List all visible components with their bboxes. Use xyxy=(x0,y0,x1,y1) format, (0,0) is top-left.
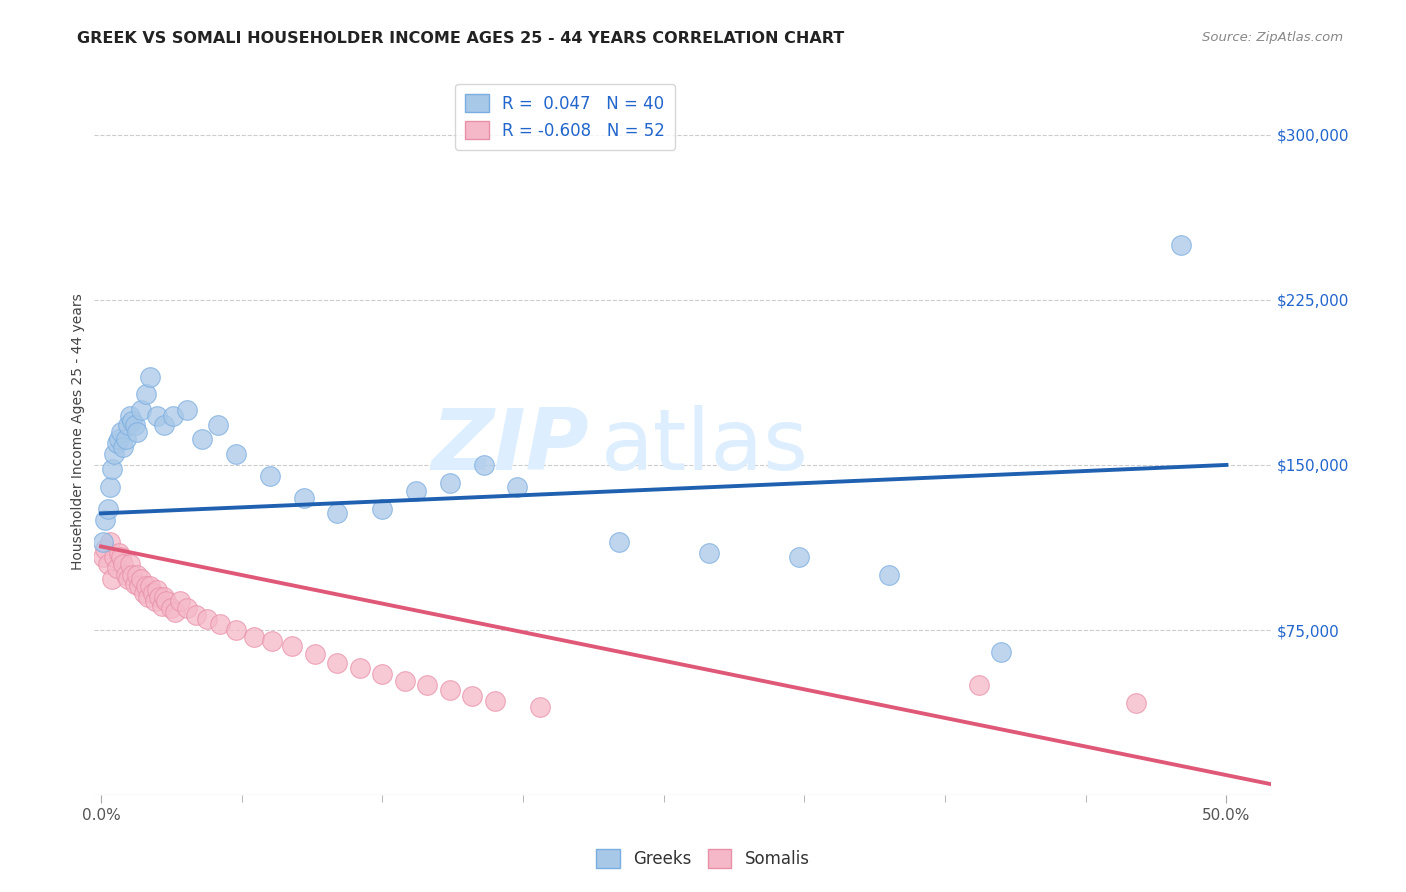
Point xyxy=(191,432,214,446)
Point xyxy=(125,425,148,439)
Point xyxy=(103,447,125,461)
Point xyxy=(304,648,326,662)
Point xyxy=(97,502,120,516)
Point xyxy=(105,561,128,575)
Point xyxy=(117,418,139,433)
Legend: R =  0.047   N = 40, R = -0.608   N = 52: R = 0.047 N = 40, R = -0.608 N = 52 xyxy=(456,84,675,150)
Point xyxy=(146,409,169,424)
Point xyxy=(91,535,114,549)
Point xyxy=(967,678,990,692)
Point xyxy=(1170,237,1192,252)
Point xyxy=(292,491,315,505)
Point xyxy=(225,623,247,637)
Point xyxy=(416,678,439,692)
Point xyxy=(110,425,132,439)
Point xyxy=(142,585,165,599)
Point xyxy=(195,612,218,626)
Point xyxy=(484,693,506,707)
Point xyxy=(371,667,394,681)
Point xyxy=(153,590,176,604)
Point xyxy=(108,546,131,560)
Text: Source: ZipAtlas.com: Source: ZipAtlas.com xyxy=(1202,31,1343,45)
Point xyxy=(124,418,146,433)
Point xyxy=(148,590,170,604)
Point xyxy=(91,550,114,565)
Point xyxy=(124,577,146,591)
Point xyxy=(461,689,484,703)
Point xyxy=(101,462,124,476)
Point xyxy=(98,480,121,494)
Point xyxy=(207,418,229,433)
Point xyxy=(150,599,173,613)
Point xyxy=(281,639,304,653)
Text: atlas: atlas xyxy=(600,405,808,488)
Point xyxy=(135,579,157,593)
Point xyxy=(326,656,349,670)
Point xyxy=(105,436,128,450)
Point xyxy=(243,630,266,644)
Point xyxy=(139,369,162,384)
Point xyxy=(439,475,461,490)
Point xyxy=(529,700,551,714)
Point xyxy=(225,447,247,461)
Y-axis label: Householder Income Ages 25 - 44 years: Householder Income Ages 25 - 44 years xyxy=(72,293,86,570)
Point xyxy=(697,546,720,560)
Point xyxy=(108,432,131,446)
Point xyxy=(260,634,283,648)
Point xyxy=(121,414,143,428)
Point xyxy=(120,557,142,571)
Text: GREEK VS SOMALI HOUSEHOLDER INCOME AGES 25 - 44 YEARS CORRELATION CHART: GREEK VS SOMALI HOUSEHOLDER INCOME AGES … xyxy=(77,31,845,46)
Point xyxy=(1125,696,1147,710)
Point xyxy=(165,606,187,620)
Point xyxy=(136,590,159,604)
Point xyxy=(98,535,121,549)
Point xyxy=(259,469,281,483)
Point xyxy=(131,403,153,417)
Point xyxy=(394,673,416,688)
Point xyxy=(112,557,135,571)
Point xyxy=(114,568,136,582)
Point xyxy=(101,573,124,587)
Point xyxy=(472,458,495,472)
Point xyxy=(112,440,135,454)
Point xyxy=(103,550,125,565)
Point xyxy=(97,557,120,571)
Point xyxy=(877,568,900,582)
Point xyxy=(176,403,198,417)
Point xyxy=(114,432,136,446)
Point xyxy=(184,607,207,622)
Point xyxy=(326,507,349,521)
Point xyxy=(94,541,117,556)
Point xyxy=(349,660,371,674)
Point xyxy=(155,594,177,608)
Point xyxy=(139,579,162,593)
Text: ZIP: ZIP xyxy=(432,405,589,488)
Point xyxy=(153,418,176,433)
Point xyxy=(143,594,166,608)
Point xyxy=(439,682,461,697)
Point xyxy=(135,387,157,401)
Point xyxy=(162,409,184,424)
Point xyxy=(121,568,143,582)
Point xyxy=(371,502,394,516)
Point xyxy=(506,480,529,494)
Point xyxy=(110,550,132,565)
Point xyxy=(117,573,139,587)
Point xyxy=(94,513,117,527)
Point xyxy=(169,594,191,608)
Point xyxy=(146,583,169,598)
Point xyxy=(607,535,630,549)
Point xyxy=(120,409,142,424)
Point xyxy=(405,484,427,499)
Point xyxy=(209,616,232,631)
Point xyxy=(125,568,148,582)
Point xyxy=(132,585,155,599)
Point xyxy=(990,645,1012,659)
Point xyxy=(176,601,198,615)
Point xyxy=(787,550,810,565)
Point xyxy=(128,579,150,593)
Legend: Greeks, Somalis: Greeks, Somalis xyxy=(589,843,817,875)
Point xyxy=(131,573,153,587)
Point xyxy=(159,601,181,615)
